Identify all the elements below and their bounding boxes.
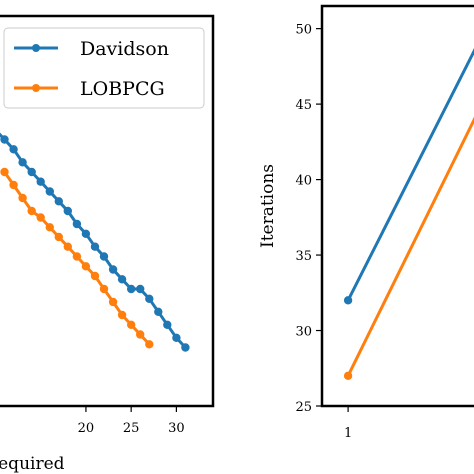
right-lines [343,48,474,380]
legend-davidson-label: Davidson [80,38,169,60]
right-y-axis-label: Iterations [258,164,278,248]
legend-lobpcg-label: LOBPCG [80,78,165,100]
y-tick-label: 30 [295,325,312,340]
y-tick-label: 25 [295,400,312,415]
left-plot-frame [0,14,215,408]
left-chart: 20 25 30 required Davidson LOBPCG [0,14,215,474]
data-point-davidson [145,294,154,303]
data-point-lobpcg [45,223,54,232]
left-x-axis-label: required [0,454,65,474]
series-line-davidson [346,48,474,301]
legend-lobpcg-marker [32,84,40,92]
data-point-lobpcg [54,232,63,242]
data-point-davidson [172,333,181,342]
y-tick-label: 40 [295,174,312,189]
data-point-lobpcg [0,167,9,177]
data-point-davidson [181,343,190,352]
data-point-lobpcg [117,310,127,320]
right-yticks: 25 30 35 40 45 50 [295,23,322,415]
y-tick-label: 50 [295,23,312,38]
x-tick-label: 25 [123,421,140,436]
data-point-davidson [45,187,54,196]
data-point-davidson [136,284,145,294]
data-point-lobpcg [27,206,36,216]
data-point-davidson [0,135,9,144]
data-point-lobpcg [343,371,353,380]
data-point-davidson [154,307,163,316]
data-point-davidson [343,296,353,305]
data-point-lobpcg [108,297,118,307]
data-point-lobpcg [99,284,109,294]
data-point-davidson [127,284,136,294]
x-tick-label: 20 [78,421,95,436]
x-tick-label: 1 [344,426,352,441]
data-point-lobpcg [36,213,45,222]
data-point-lobpcg [63,242,72,251]
data-point-lobpcg [145,340,154,349]
data-point-lobpcg [72,252,82,261]
left-markers [0,135,190,352]
right-chart: 25 30 35 40 45 50 1 Iterations [258,4,474,441]
y-tick-label: 35 [295,249,312,264]
data-point-lobpcg [18,193,27,203]
left-xticks: 20 25 30 [78,406,185,436]
data-point-lobpcg [81,262,91,271]
legend: Davidson LOBPCG [3,27,205,109]
data-point-davidson [36,177,45,186]
data-point-davidson [18,158,27,167]
series-line-lobpcg [346,116,474,377]
data-point-davidson [72,219,82,229]
series-line-davidson [0,132,187,349]
right-plot-frame [320,4,474,408]
right-xticks: 1 [344,406,352,441]
data-point-lobpcg [136,330,145,339]
data-point-davidson [27,167,36,177]
data-point-davidson [54,197,63,206]
data-point-davidson [81,229,91,238]
data-point-lobpcg [9,180,18,190]
y-tick-label: 45 [295,98,312,113]
data-point-davidson [163,320,172,329]
data-point-davidson [117,275,127,284]
legend-davidson-marker [32,44,40,52]
data-point-lobpcg [127,320,136,329]
data-point-davidson [108,265,118,274]
data-point-lobpcg [90,271,100,281]
data-point-davidson [99,252,109,261]
x-tick-label: 30 [168,421,185,436]
data-point-davidson [63,206,72,216]
data-point-davidson [9,145,18,154]
data-point-davidson [90,242,100,251]
